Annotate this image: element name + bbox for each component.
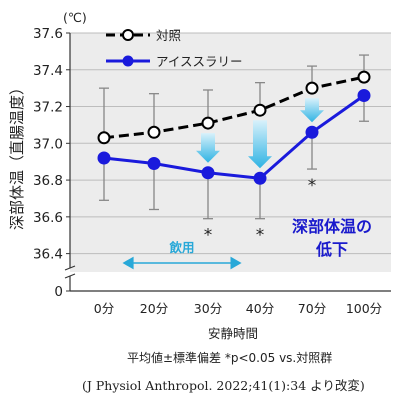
y-axis: 37.6 37.4 37.2 37.0 36.8 36.6 36.4 0 bbox=[33, 26, 76, 300]
data-point-control bbox=[253, 103, 267, 117]
x-axis: 0分 20分 30分 40分 70分 100分 bbox=[70, 290, 391, 316]
y-axis-label: 深部体温（直腸温度） bbox=[8, 80, 26, 230]
y-tick-label: 37.2 bbox=[33, 100, 63, 116]
series-lines bbox=[103, 75, 365, 180]
footnote: 平均値±標準偏差 *p<0.05 vs.対照群 bbox=[127, 351, 333, 365]
drink-label: 飲用 bbox=[168, 240, 194, 255]
legend-label-ice-slurry: アイススラリー bbox=[156, 54, 243, 69]
significance-star: * bbox=[204, 226, 213, 246]
data-point-control bbox=[201, 116, 215, 130]
data-point-ice-slurry bbox=[253, 171, 267, 185]
y-tick-label: 37.4 bbox=[33, 63, 63, 79]
decrease-arrow bbox=[300, 98, 324, 123]
decrease-arrow bbox=[196, 133, 220, 163]
y-tick-label: 0 bbox=[54, 284, 63, 300]
decrease-arrow bbox=[248, 120, 272, 169]
data-point-control bbox=[357, 70, 371, 84]
series-markers bbox=[97, 70, 371, 185]
data-point-control bbox=[305, 81, 319, 95]
legend-label-control: 対照 bbox=[156, 28, 181, 43]
x-tick-label: 100分 bbox=[346, 301, 382, 316]
y-tick-label: 36.8 bbox=[33, 173, 63, 189]
series-line-ice-slurry bbox=[103, 94, 365, 180]
y-tick-label: 36.4 bbox=[33, 247, 63, 263]
data-point-control bbox=[147, 125, 161, 139]
x-tick-label: 40分 bbox=[246, 301, 274, 316]
y-tick-label: 37.0 bbox=[33, 136, 63, 152]
y-tick-label: 36.6 bbox=[33, 210, 63, 226]
citation: (J Physiol Anthropol. 2022;41(1):34 より改変… bbox=[82, 378, 365, 393]
axis-break-mark bbox=[64, 273, 76, 279]
data-point-ice-slurry bbox=[305, 125, 319, 139]
x-axis-label: 安静時間 bbox=[208, 326, 258, 341]
axis-break-mark bbox=[64, 265, 76, 271]
unit-label: (℃) bbox=[63, 10, 87, 25]
x-tick-label: 20分 bbox=[140, 301, 168, 316]
data-point-ice-slurry bbox=[97, 151, 111, 165]
x-tick-label: 70分 bbox=[298, 301, 326, 316]
x-tick-label: 30分 bbox=[194, 301, 222, 316]
significance-star: * bbox=[308, 176, 317, 196]
highlight-line1: 深部体温の bbox=[292, 217, 372, 236]
decrease-arrows bbox=[196, 98, 324, 169]
significance-star: * bbox=[256, 226, 265, 246]
data-point-ice-slurry bbox=[147, 157, 161, 171]
x-tick-label: 0分 bbox=[94, 301, 114, 316]
plot-background bbox=[70, 33, 391, 272]
highlight-line2: 低下 bbox=[315, 240, 348, 259]
legend-marker-control bbox=[122, 29, 134, 41]
y-tick-label: 37.6 bbox=[33, 26, 63, 42]
data-point-ice-slurry bbox=[357, 89, 371, 103]
data-point-ice-slurry bbox=[201, 166, 215, 180]
legend-marker-ice-slurry bbox=[122, 55, 134, 67]
data-point-control bbox=[97, 131, 111, 145]
